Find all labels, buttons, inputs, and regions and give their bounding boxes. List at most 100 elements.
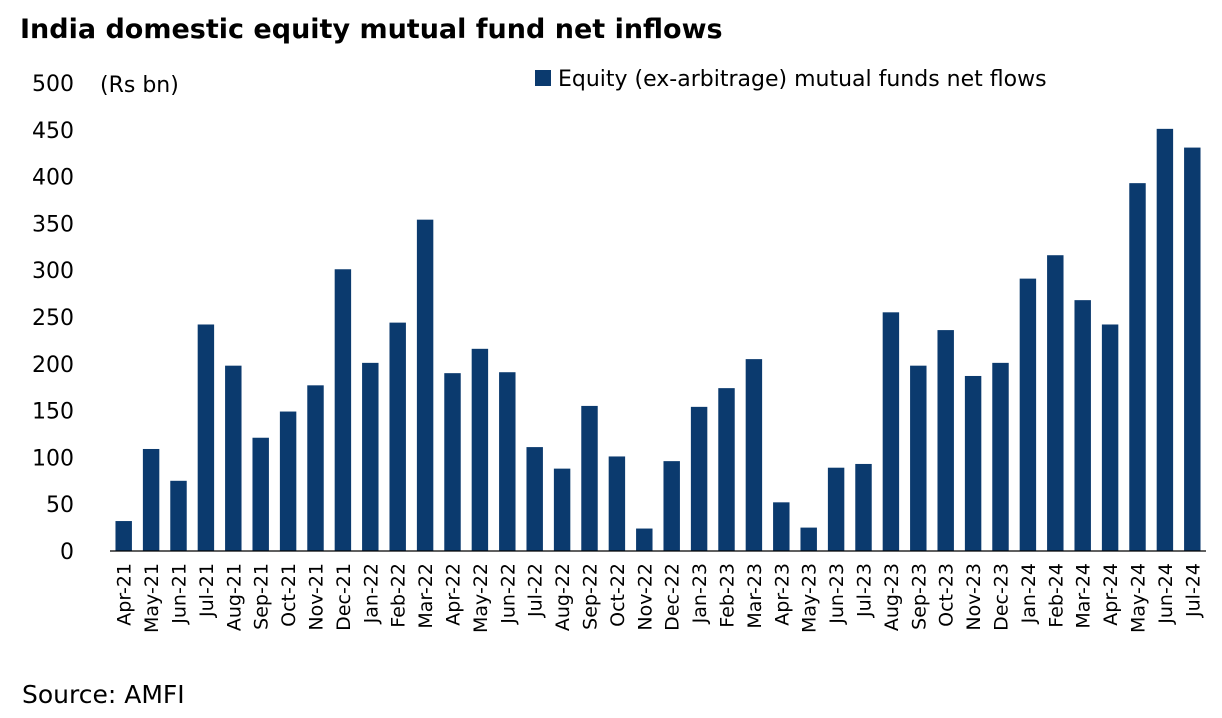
x-tick-label: Nov-21: [306, 563, 328, 631]
x-tick-label: Oct-21: [278, 563, 300, 627]
bar: [1019, 278, 1037, 551]
x-tick-label: May-21: [141, 563, 163, 633]
legend-swatch: [535, 70, 551, 86]
x-tick-label: Jun-22: [497, 563, 519, 625]
y-tick-label: 400: [32, 166, 74, 191]
x-tick-label: Aug-21: [223, 563, 245, 631]
bar: [1101, 324, 1119, 551]
bar: [553, 468, 571, 551]
bar: [279, 411, 297, 551]
bar: [499, 372, 516, 551]
y-tick-label: 250: [32, 306, 74, 331]
x-tick-label: Mar-24: [1073, 563, 1095, 629]
bar: [1074, 300, 1091, 551]
x-tick-label: May-22: [470, 563, 492, 633]
legend: Equity (ex-arbitrage) mutual funds net f…: [535, 67, 1047, 92]
y-tick-label: 50: [46, 493, 74, 518]
bar: [307, 385, 324, 551]
x-tick-label: Jan-23: [689, 563, 711, 624]
x-tick-label: Jul-22: [525, 563, 547, 618]
bar: [389, 322, 406, 551]
y-tick-label: 450: [32, 119, 74, 144]
bar: [142, 448, 160, 551]
x-tick-label: Apr-22: [443, 563, 465, 626]
x-tick-label: Nov-23: [963, 563, 985, 631]
x-tick-label: Jul-21: [196, 563, 218, 618]
y-unit-label: (Rs bn): [100, 73, 179, 98]
bar: [910, 365, 927, 551]
x-tick-label: May-24: [1128, 563, 1150, 633]
x-tick-label: Sep-21: [251, 563, 273, 630]
y-tick-label: 0: [60, 540, 74, 565]
bar: [252, 437, 269, 551]
bar: [964, 375, 982, 551]
bar: [882, 312, 900, 551]
y-tick-label: 200: [32, 353, 74, 378]
x-tick-label: Jan-24: [1018, 563, 1040, 624]
x-tick-label: Aug-22: [552, 563, 574, 631]
x-tick-label: Feb-22: [388, 563, 410, 628]
x-tick-label: Mar-22: [415, 563, 437, 629]
bar: [526, 447, 543, 551]
bar: [827, 467, 845, 551]
bar: [636, 528, 653, 551]
y-axis: 0 50 100 150 200 250 300 350 400 450 500: [32, 72, 74, 565]
x-tick-label: Feb-23: [717, 563, 739, 628]
x-tick-label: Sep-23: [908, 563, 930, 630]
legend-label: Equity (ex-arbitrage) mutual funds net f…: [558, 67, 1047, 92]
x-axis: Apr-21 May-21 Jun-21 Jul-21 Aug-21 Sep-21 Oct-…: [110, 550, 1206, 633]
bar: [773, 502, 790, 551]
bar: [937, 330, 954, 551]
y-tick-label: 300: [32, 259, 74, 284]
x-tick-label: Sep-22: [580, 563, 602, 630]
y-tick-label: 100: [32, 446, 74, 471]
bar: [197, 324, 215, 551]
bar: [718, 388, 735, 551]
bar: [690, 406, 708, 551]
bar: [471, 348, 489, 551]
source-note: Source: AMFI: [22, 680, 185, 709]
x-tick-label: Jun-24: [1155, 563, 1177, 625]
chart-title: India domestic equity mutual fund net in…: [20, 14, 723, 45]
x-tick-label: Feb-24: [1045, 563, 1067, 628]
bar: [1047, 255, 1064, 551]
bar: [663, 461, 680, 551]
bar: [608, 456, 626, 551]
x-tick-label: Jan-22: [360, 563, 382, 624]
x-tick-label: Dec-22: [662, 563, 684, 631]
bar: [115, 521, 132, 551]
x-tick-label: Mar-23: [744, 563, 766, 629]
x-tick-label: Aug-23: [881, 563, 903, 631]
y-tick-label: 150: [32, 400, 74, 425]
bar: [362, 362, 379, 551]
x-tick-label: May-23: [799, 563, 821, 633]
bar: [855, 463, 872, 551]
x-tick-label: Oct-22: [607, 563, 629, 627]
x-tick-label: Apr-23: [771, 563, 793, 626]
x-tick-label: Jul-24: [1182, 563, 1204, 618]
x-tick-label: Dec-21: [333, 563, 355, 631]
bar: [1129, 183, 1146, 551]
x-tick-label: Dec-23: [991, 563, 1013, 631]
y-tick-label: 500: [32, 72, 74, 97]
bar: [334, 269, 352, 551]
x-tick-label: Apr-24: [1100, 563, 1122, 626]
bar: [170, 480, 187, 551]
x-tick-label: Jul-23: [854, 563, 876, 618]
x-tick-label: Jun-21: [169, 563, 191, 625]
bar: [992, 362, 1009, 551]
bar: [1184, 147, 1201, 551]
bar: [581, 405, 598, 551]
x-tick-label: Oct-23: [936, 563, 958, 627]
y-tick-label: 350: [32, 212, 74, 237]
bar: [444, 373, 461, 551]
bar: [225, 365, 242, 551]
x-tick-label: Jun-23: [826, 563, 848, 625]
x-tick-label: Nov-22: [634, 563, 656, 631]
bar: [745, 359, 763, 551]
bar: [800, 527, 817, 551]
x-tick-label: Apr-21: [114, 563, 136, 626]
bar: [1156, 128, 1174, 552]
bar: [416, 219, 434, 551]
bars: [115, 128, 1201, 552]
